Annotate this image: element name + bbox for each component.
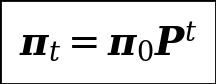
Text: $\boldsymbol{\pi}_t = \boldsymbol{\pi}_0 \boldsymbol{P}^t$: $\boldsymbol{\pi}_t = \boldsymbol{\pi}_0…	[19, 20, 197, 64]
